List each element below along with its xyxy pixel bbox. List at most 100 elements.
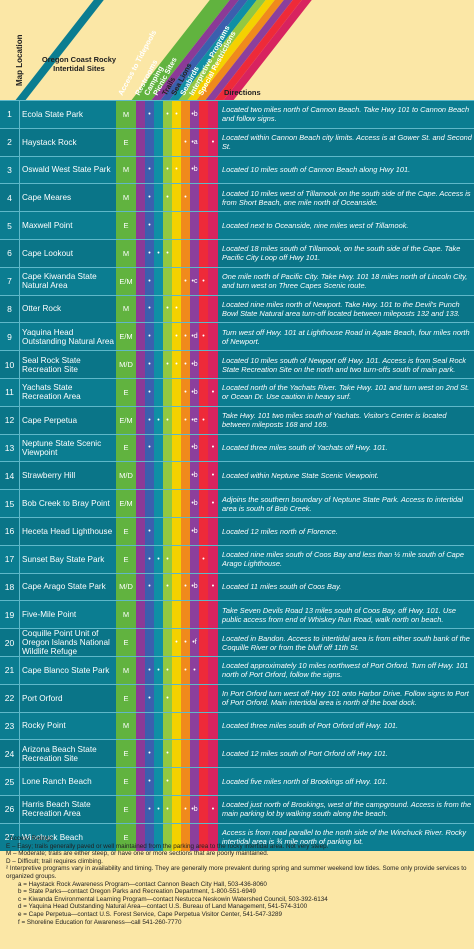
- directions-text: Located 18 miles south of Tillamook, on …: [222, 244, 461, 263]
- feature-mark: [172, 823, 181, 851]
- site-name: Cape Perpetua: [22, 415, 78, 425]
- site-name: Port Orford: [22, 693, 63, 703]
- map-location-number: 23: [0, 712, 20, 740]
- feature-mark: [190, 768, 199, 795]
- site-name: Haystack Rock: [22, 137, 77, 147]
- feature-mark: [136, 684, 145, 712]
- site-name: Ecola State Park: [22, 109, 83, 119]
- feature-mark: •: [145, 573, 154, 601]
- directions-text: Adjoins the southern boundary of Neptune…: [222, 494, 463, 513]
- feature-mark: •: [172, 101, 181, 128]
- feature-mark: •b: [190, 573, 199, 601]
- map-location-number: 22: [0, 684, 20, 712]
- feature-mark: [154, 712, 163, 740]
- feature-mark: [181, 462, 190, 490]
- map-location-number: 18: [0, 573, 20, 601]
- feature-mark: [208, 406, 218, 434]
- feature-mark: [172, 267, 181, 295]
- feature-mark: [199, 629, 208, 656]
- table-row: 18 Cape Arago State Park M/D • • • •b • Located …: [0, 572, 474, 601]
- feature-mark: [163, 712, 172, 740]
- feature-mark: [172, 212, 181, 239]
- map-location-number: 12: [0, 406, 20, 434]
- directions-text: Located five miles north of Brookings of…: [222, 777, 388, 787]
- feature-mark: [181, 684, 190, 712]
- feature-mark: •: [163, 406, 172, 434]
- table-row: 2 Haystack Rock E • •a • Located within Cannon…: [0, 127, 474, 156]
- feature-mark: [181, 212, 190, 239]
- feature-mark: [172, 517, 181, 545]
- feature-mark: [163, 462, 172, 490]
- table-row: 15 Bob Creek to Bray Point E/M •b • Adjoins t…: [0, 489, 474, 517]
- table-row: 1 Ecola State Park M • • • •b Located two miles…: [0, 100, 474, 128]
- feature-mark: •: [199, 323, 208, 351]
- map-location-number: 17: [0, 545, 20, 573]
- feature-mark: [154, 267, 163, 295]
- feature-mark: •: [163, 239, 172, 267]
- feature-mark: [154, 295, 163, 323]
- feature-mark: •: [199, 545, 208, 573]
- access-rating: E: [116, 434, 136, 462]
- access-rating: E/M: [116, 267, 136, 295]
- access-rating: M/D: [116, 351, 136, 378]
- map-location-header: Map Location: [15, 34, 24, 86]
- site-name: Harris Beach State Recreation Area: [22, 800, 91, 819]
- feature-mark: •: [208, 573, 218, 601]
- footnotes: ¹ Access Ratings E – Easy; trails genera…: [6, 835, 471, 926]
- feature-mark: [181, 740, 190, 768]
- footnote-b: b = State Parks—contact Oregon Parks and…: [18, 888, 256, 896]
- access-rating: M/D: [116, 462, 136, 490]
- feature-mark: •: [145, 378, 154, 406]
- feature-mark: [208, 517, 218, 545]
- site-name: Arizona Beach State Recreation Site: [22, 744, 97, 763]
- feature-mark: [199, 101, 208, 128]
- feature-mark: [154, 156, 163, 184]
- feature-mark: [154, 490, 163, 517]
- directions-text: Located 10 miles west of Tillamook on th…: [222, 188, 471, 207]
- feature-mark: [136, 434, 145, 462]
- table-row: 4 Cape Meares M • • • Located 10 miles west of…: [0, 183, 474, 212]
- feature-mark: [208, 684, 218, 712]
- feature-mark: [154, 517, 163, 545]
- directions-text: Located in Bandon. Access to intertidal …: [222, 633, 470, 652]
- directions-text: Located nine miles north of Newport. Tak…: [222, 299, 460, 318]
- feature-mark: •a: [190, 128, 199, 156]
- feature-mark: [154, 101, 163, 128]
- feature-mark: [136, 351, 145, 378]
- feature-mark: [190, 823, 199, 851]
- feature-mark: [163, 517, 172, 545]
- feature-mark: •: [163, 156, 172, 184]
- feature-mark: [208, 629, 218, 656]
- feature-mark: [181, 239, 190, 267]
- site-name: Bob Creek to Bray Point: [22, 499, 110, 509]
- feature-mark: •b: [190, 378, 199, 406]
- feature-mark: [199, 768, 208, 795]
- directions-text: Turn west off Hwy. 101 at Lighthouse Roa…: [222, 327, 470, 346]
- access-rating: M: [116, 295, 136, 323]
- access-rating: M: [116, 601, 136, 629]
- feature-mark: [172, 545, 181, 573]
- site-name: Cape Kiwanda State Natural Area: [22, 272, 97, 291]
- feature-mark: [136, 378, 145, 406]
- feature-mark: [145, 601, 154, 629]
- table-row: 17 Sunset Bay State Park E • • • • Located nine…: [0, 544, 474, 573]
- feature-mark: •: [154, 795, 163, 823]
- directions-text: Access is from road parallel to the nort…: [222, 828, 467, 847]
- feature-mark: •: [181, 267, 190, 295]
- feature-mark: [181, 156, 190, 184]
- table-row: 13 Neptune State Scenic Viewpoint E • •b • Loc…: [0, 433, 474, 462]
- feature-mark: •: [145, 267, 154, 295]
- feature-mark: [136, 656, 145, 684]
- feature-mark: [136, 323, 145, 351]
- feature-mark: [172, 184, 181, 212]
- table-row: 8 Otter Rock M • • • Located nine miles north …: [0, 294, 474, 323]
- feature-mark: •: [145, 239, 154, 267]
- feature-mark: •: [163, 795, 172, 823]
- feature-mark: [172, 128, 181, 156]
- directions-text: Located 10 miles south of Newport off Hw…: [222, 355, 466, 374]
- feature-mark: [136, 545, 145, 573]
- feature-mark: [145, 490, 154, 517]
- site-name: Neptune State Scenic Viewpoint: [22, 438, 102, 457]
- site-name: Lone Ranch Beach: [22, 777, 92, 787]
- feature-mark: •: [145, 795, 154, 823]
